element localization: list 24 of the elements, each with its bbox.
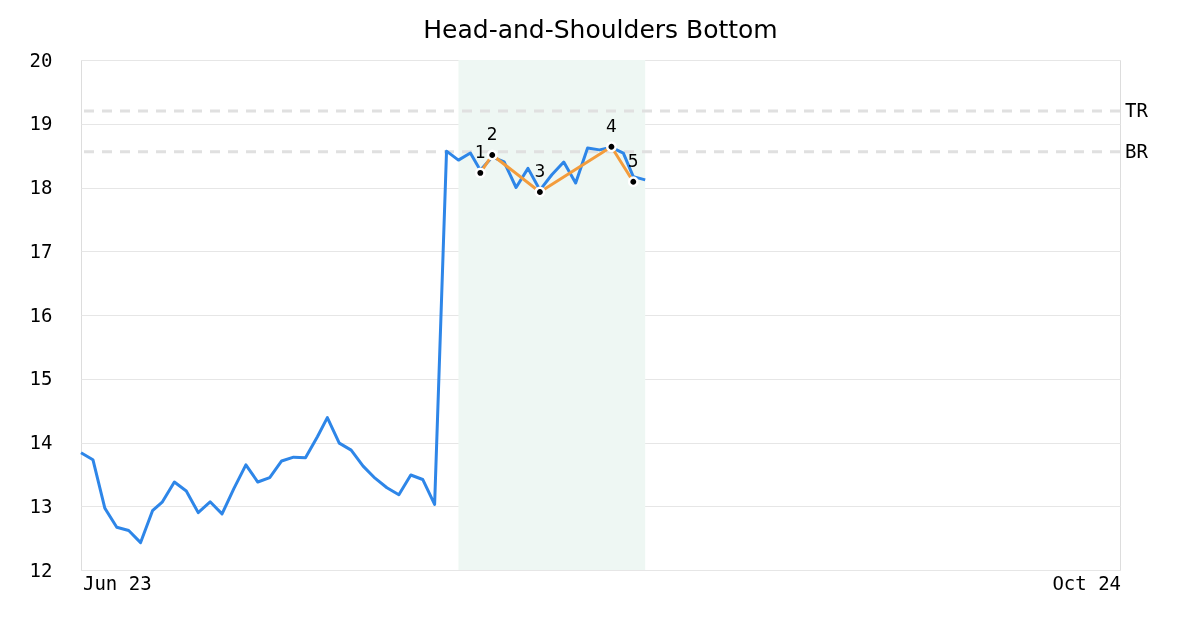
y-tick-label: 13 — [29, 494, 53, 517]
y-tick-label: 17 — [29, 239, 53, 262]
point — [605, 141, 617, 153]
x-tick-label: Oct 24 — [1052, 571, 1122, 594]
ref-line-label: TR — [1125, 99, 1149, 121]
x-tick-label: Jun 23 — [82, 571, 152, 594]
ref-line-label: BR — [1125, 139, 1149, 162]
annotation: 1 — [474, 141, 486, 162]
chart-title: Head-and-Shoulders Bottom — [423, 15, 778, 44]
annotation: 5 — [627, 150, 639, 171]
annotation: 2 — [486, 123, 498, 144]
point — [627, 176, 639, 188]
y-tick-label: 19 — [29, 112, 53, 135]
annotation: 4 — [606, 115, 617, 136]
point — [474, 167, 486, 179]
y-tick-label: 15 — [29, 367, 53, 390]
y-tick-label: 16 — [29, 303, 53, 326]
y-tick-label: 20 — [29, 48, 53, 71]
y-tick-label: 14 — [29, 431, 53, 453]
point — [534, 186, 546, 198]
point — [486, 149, 498, 161]
annotation: 3 — [534, 160, 546, 181]
y-tick-label: 18 — [29, 176, 53, 198]
y-tick-label: 12 — [29, 558, 53, 581]
